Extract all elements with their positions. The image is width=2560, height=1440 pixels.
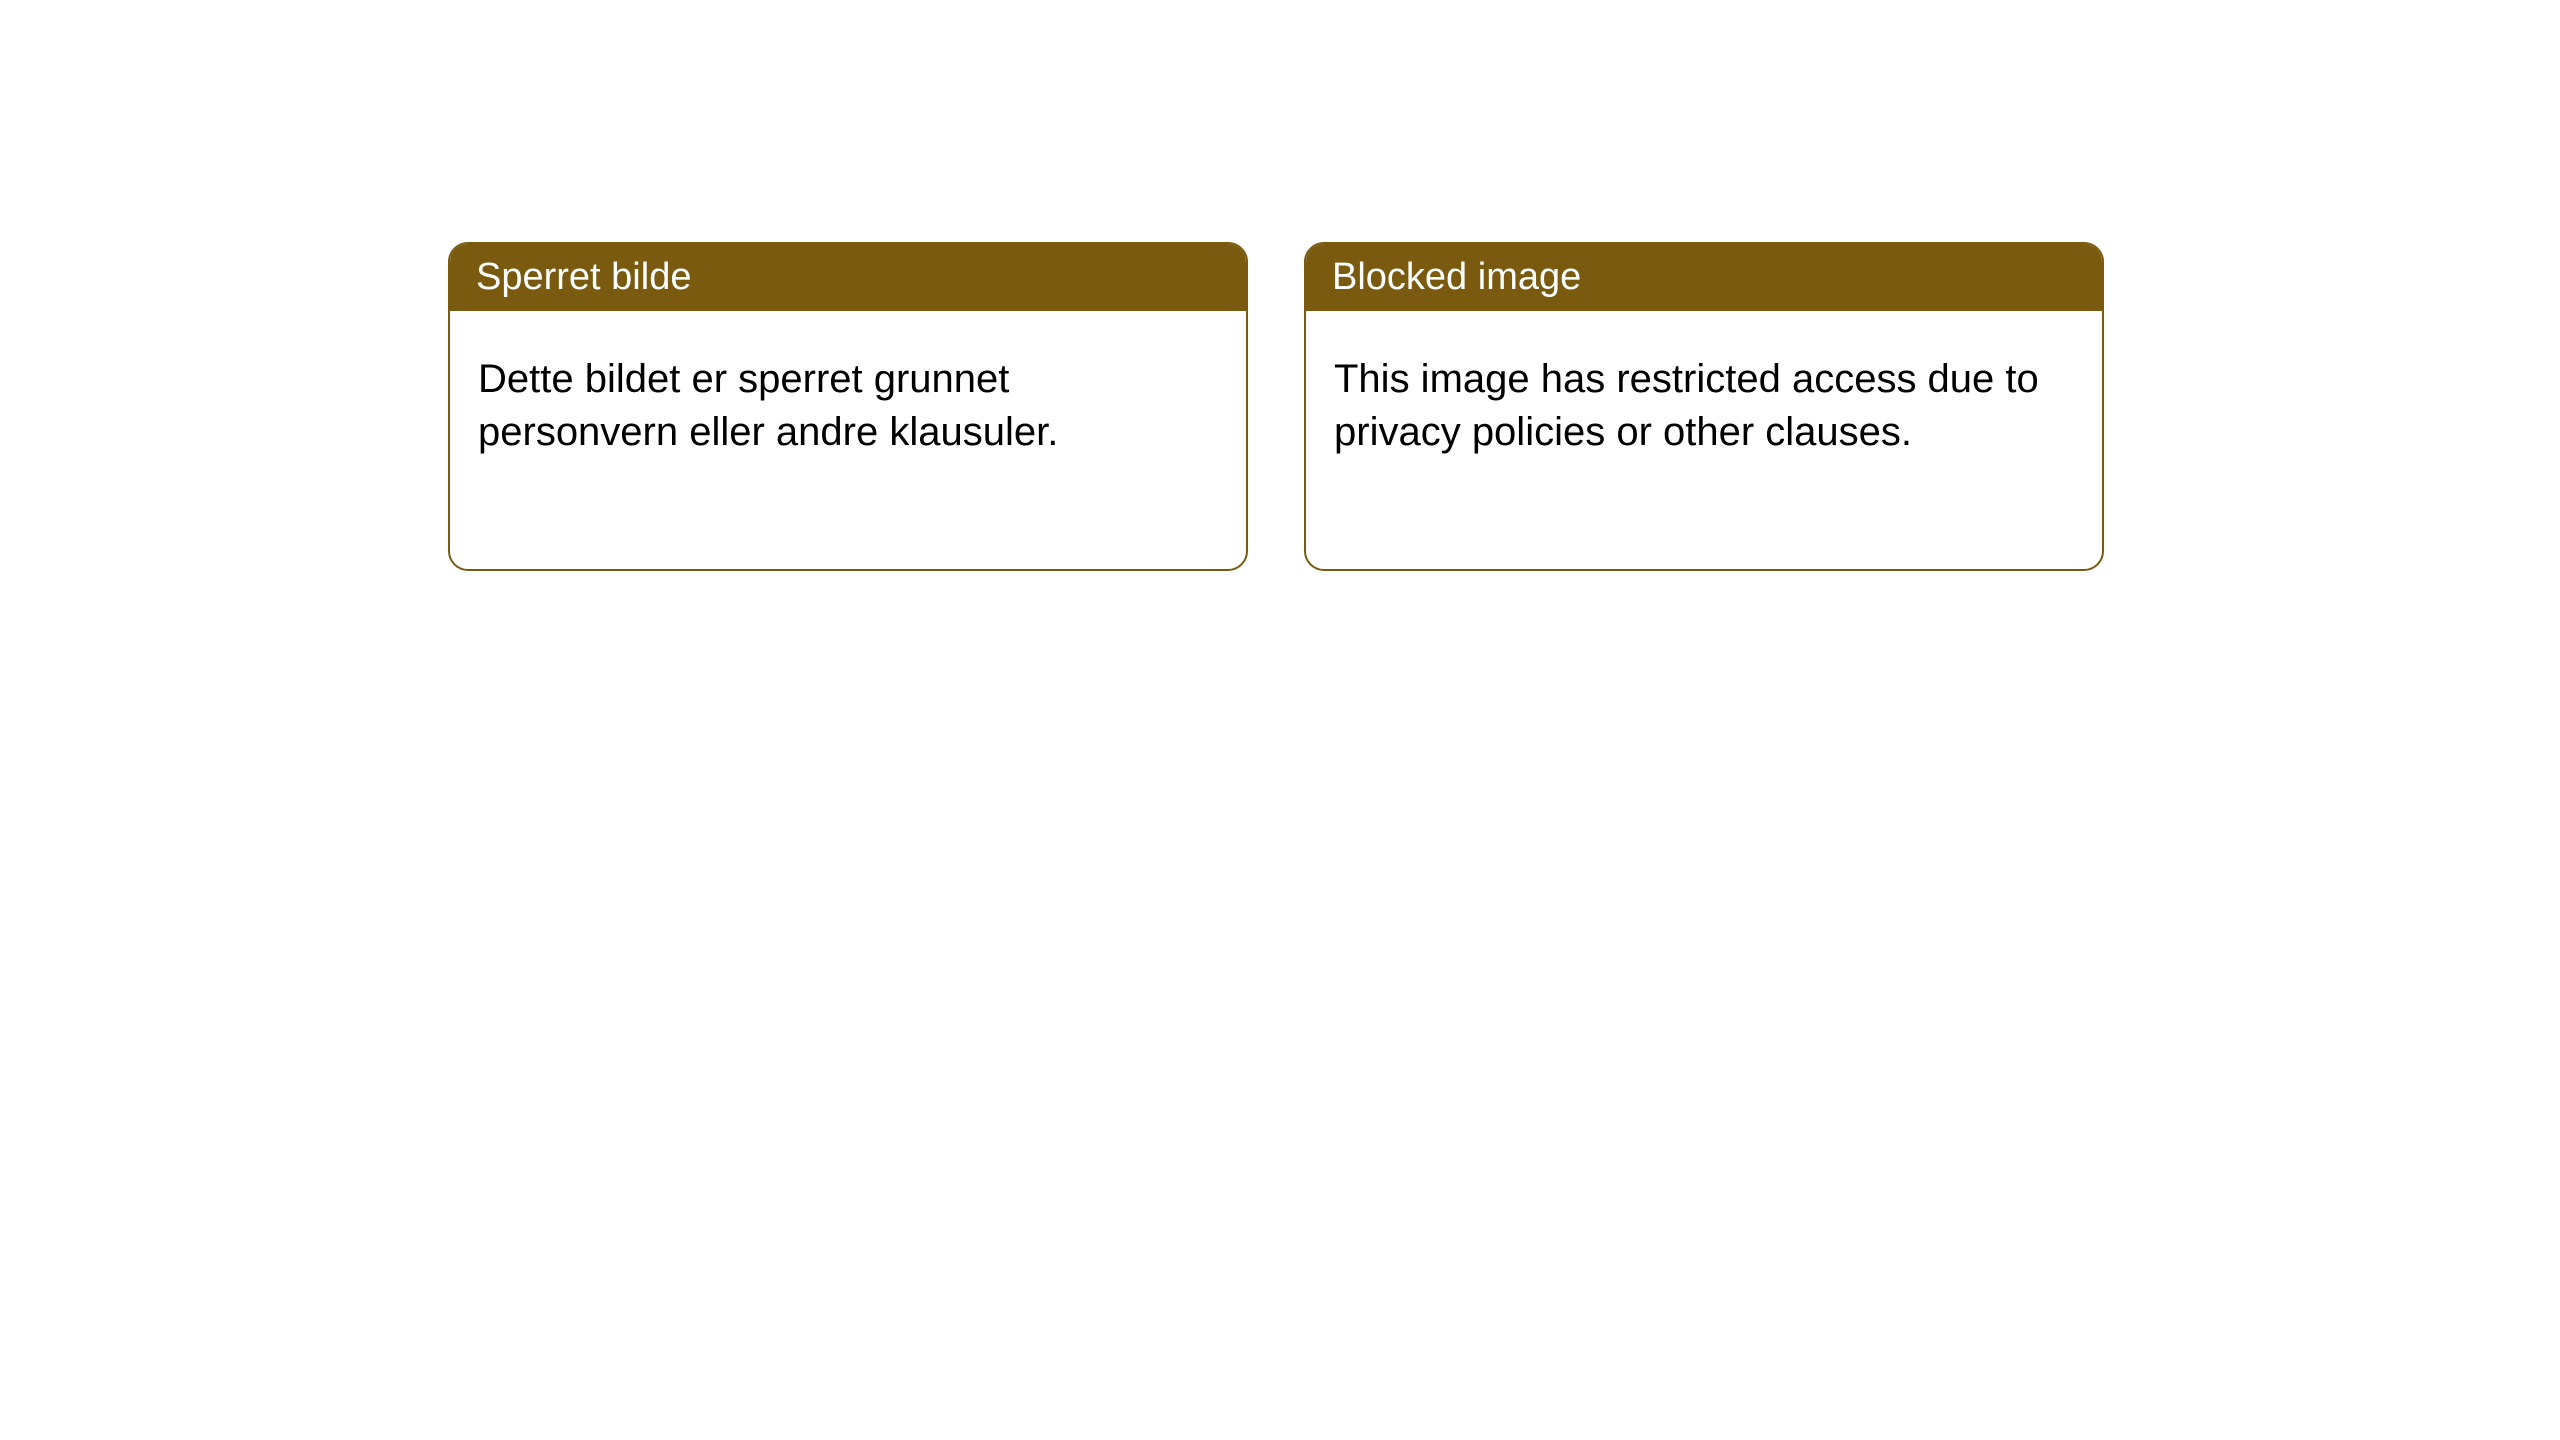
blocked-image-card-en: Blocked image This image has restricted … bbox=[1304, 242, 2104, 571]
card-body-no: Dette bildet er sperret grunnet personve… bbox=[450, 311, 1246, 569]
card-body-en: This image has restricted access due to … bbox=[1306, 311, 2102, 569]
blocked-image-card-no: Sperret bilde Dette bildet er sperret gr… bbox=[448, 242, 1248, 571]
card-header-en: Blocked image bbox=[1306, 244, 2102, 311]
card-header-no: Sperret bilde bbox=[450, 244, 1246, 311]
blocked-image-cards: Sperret bilde Dette bildet er sperret gr… bbox=[448, 242, 2104, 571]
